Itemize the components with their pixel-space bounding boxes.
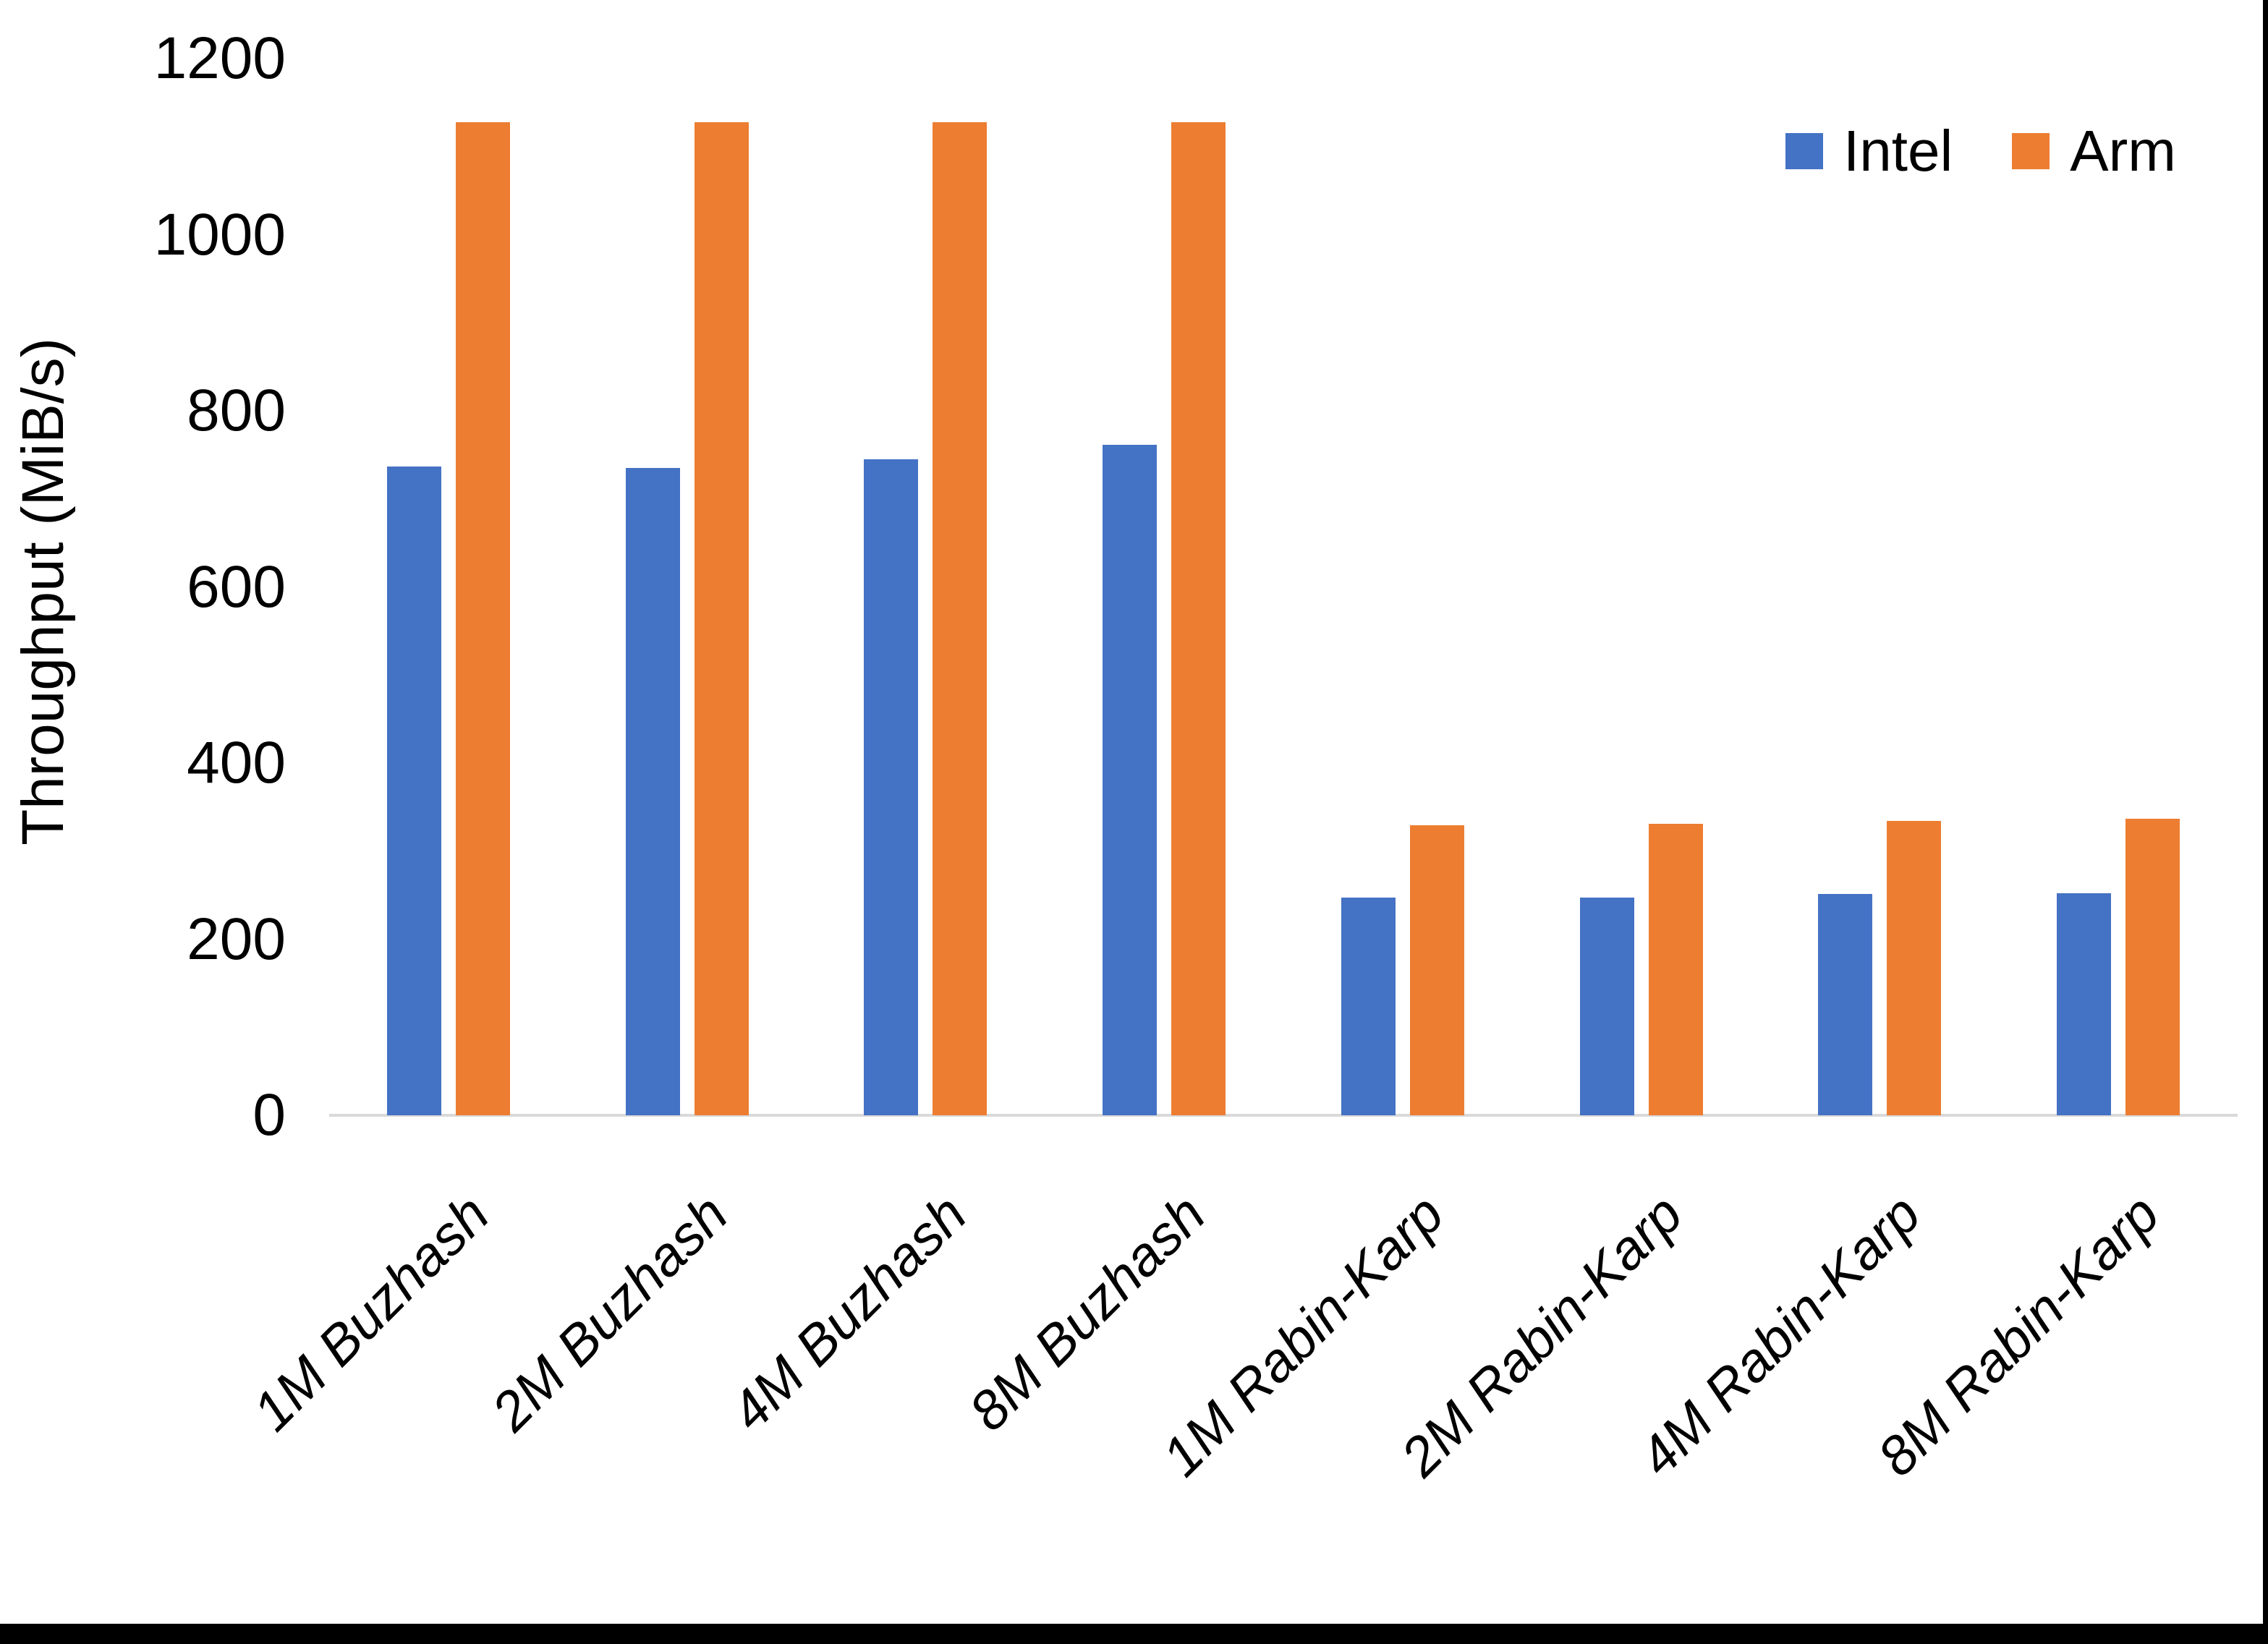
- bar-arm-1: [455, 122, 510, 1115]
- bar-arm-5: [1409, 825, 1464, 1115]
- y-tick-label-800: 800: [187, 378, 286, 443]
- legend-swatch-arm: [2012, 133, 2050, 169]
- bar-arm-8: [2125, 819, 2180, 1115]
- bar-intel-2: [625, 468, 680, 1115]
- bar-intel-6: [1579, 898, 1634, 1115]
- y-tick-label-200: 200: [187, 906, 286, 972]
- bar-intel-1: [386, 467, 441, 1115]
- bar-arm-2: [694, 122, 749, 1115]
- legend-swatch-intel: [1785, 133, 1823, 169]
- legend-item-intel: Intel: [1785, 118, 1953, 184]
- bar-arm-7: [1887, 821, 1942, 1115]
- bar-intel-8: [2057, 893, 2112, 1115]
- bar-intel-5: [1341, 898, 1396, 1115]
- bar-arm-4: [1171, 122, 1226, 1115]
- bar-arm-3: [933, 122, 988, 1115]
- page-frame-right: [2263, 0, 2268, 1644]
- x-label-1: 1M Buzhash: [242, 1183, 501, 1443]
- bar-intel-4: [1103, 445, 1158, 1115]
- page-frame-bottom: [0, 1624, 2268, 1644]
- x-label-3: 4M Buzhash: [718, 1183, 979, 1443]
- legend-label-intel: Intel: [1843, 119, 1953, 183]
- legend-item-arm: Arm: [2012, 118, 2176, 184]
- y-tick-label-1000: 1000: [153, 201, 286, 268]
- x-label-4: 8M Buzhash: [957, 1183, 1218, 1443]
- bar-arm-6: [1648, 824, 1703, 1115]
- bar-intel-7: [1818, 894, 1873, 1115]
- y-tick-label-600: 600: [187, 553, 286, 620]
- legend: Intel Arm: [1785, 118, 2176, 184]
- legend-label-arm: Arm: [2070, 119, 2176, 183]
- bar-intel-3: [864, 459, 919, 1115]
- y-tick-label-0: 0: [252, 1082, 286, 1148]
- x-label-2: 2M Buzhash: [480, 1183, 740, 1443]
- y-tick-label-1200: 1200: [153, 25, 286, 91]
- x-axis-baseline: [329, 1114, 2238, 1117]
- y-tick-label-400: 400: [187, 730, 286, 796]
